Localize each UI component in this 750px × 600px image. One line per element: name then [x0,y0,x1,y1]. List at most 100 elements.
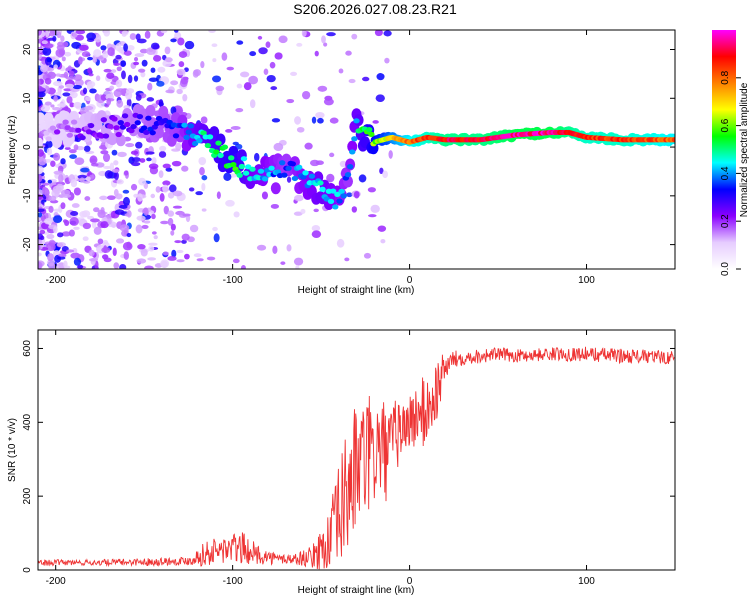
spectral-blob [162,251,169,256]
ridge-core [200,130,207,136]
spectral-blob [380,239,386,244]
spectral-blob [129,33,137,41]
ridge-core [366,127,373,133]
spectral-blob [158,170,164,178]
ridge-core [261,176,269,182]
spectral-blob [270,203,280,209]
spectrogram-heatmap [38,30,675,269]
spectral-blob [162,180,171,186]
spectral-blob [221,52,228,61]
spectral-blob [40,64,48,73]
spectral-blob [47,37,56,41]
ridge-core [213,149,220,155]
spectral-blob [41,182,50,186]
spectral-blob [116,179,124,185]
ridge-core [136,113,144,120]
spectral-blob [73,74,83,82]
spectral-blob [236,40,244,45]
spectral-blob [144,265,154,269]
spectral-blob [323,42,328,47]
spectral-blob [135,94,142,101]
spectral-blob [41,40,48,45]
spectral-blob [152,54,162,62]
spectral-blob [106,98,112,106]
spectral-blob [195,191,203,196]
spectrogram-y-ticks: -20 -10 0 10 20 [22,44,675,252]
spectral-blob [172,190,183,197]
spectral-blob [115,193,123,200]
spectral-blob [50,104,55,108]
spectral-blob [66,249,75,253]
spectral-blob [184,40,195,50]
colorbar-tick-label: 0.0 [720,262,731,276]
spectral-blob [367,214,377,218]
ridge-core [70,119,78,125]
spectral-blob [311,225,321,232]
spectral-blob [113,171,119,181]
spectral-blob [100,94,108,101]
spectral-blob [101,246,111,253]
spectral-blob [38,252,42,257]
spectral-blob [134,53,145,58]
spectral-blob [38,50,41,55]
spectral-blob [314,50,319,57]
spectrogram-y-axis-label: Frequency (Hz) [7,116,18,185]
spectral-blob [115,238,125,244]
spectral-blob [147,257,157,261]
spectral-blob [265,41,271,48]
ridge-core [344,172,352,178]
spectral-blob [273,142,284,152]
spectral-blob [211,43,218,48]
colorbar-ticks: 0.0 0.2 0.4 0.6 0.8 [720,70,741,276]
spectral-blob [51,107,62,111]
spectral-blob [146,97,155,102]
ridge-halo [107,133,118,146]
spectral-blob [270,86,278,91]
spectral-blob [111,168,120,173]
spectrogram-y-tick-label: -20 [22,237,33,252]
spectral-blob [74,157,85,166]
spectral-blob [38,261,43,269]
spectral-blob [119,263,127,269]
spectral-blob [62,92,71,97]
spectral-blob [69,154,77,159]
spectral-blob [106,195,116,201]
colorbar-label: Normalized spectral amplitude [739,82,750,217]
ridge-core [185,129,192,135]
ridge-core [289,161,296,167]
spectral-blob [178,61,185,68]
spectral-blob [115,43,122,52]
spectral-blob [329,117,339,124]
spectral-blob [113,160,119,166]
snr-panel: -200 -100 0 100 0 200 400 600 Height of straig… [7,329,676,596]
spectral-blob [122,196,130,206]
spectral-blob [151,213,156,220]
spectral-blob [136,258,147,264]
ridge-core [113,125,120,131]
ridge-core [353,118,360,124]
spectral-blob [206,256,216,261]
spectral-blob [122,241,133,251]
spectral-blob [82,180,91,184]
spectral-blob [165,89,175,94]
ridge-core [181,122,188,128]
spectral-blob [85,96,91,102]
spectral-blob [199,167,205,176]
spectral-blob [182,93,188,102]
spectral-blob [89,88,97,94]
spectral-blob [93,49,102,58]
spectral-blob [225,129,233,133]
spectral-blob [80,167,90,173]
spectral-blob [198,156,207,166]
spectral-blob [201,182,206,192]
spectral-blob [216,191,221,199]
spectral-blob [326,173,335,183]
spectral-blob [286,244,292,252]
spectral-blob [61,56,66,62]
ridge-halo [154,126,165,139]
spectral-blob [188,187,195,192]
spectral-blob [57,232,64,238]
ridge-core [249,166,256,172]
spectral-blob [53,208,61,212]
